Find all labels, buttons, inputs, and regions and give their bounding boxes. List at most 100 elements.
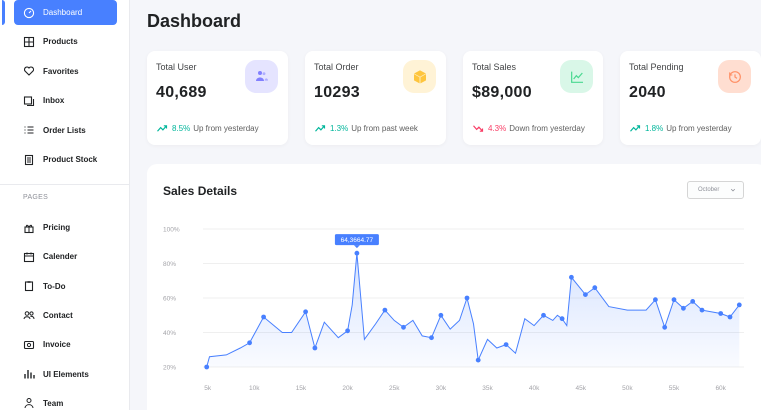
data-point [681,305,686,311]
sidebar-item-dashboard[interactable]: Dashboard [2,0,117,25]
x-tick-label: 5k [204,385,212,392]
page-title: Dashboard [147,11,242,31]
card-trend-text: Up from yesterday [193,124,259,133]
data-point [653,297,658,303]
trend-up-icon [157,125,168,132]
card-value: 2040 [629,84,666,101]
card-trend: 1.8% Up from yesterday [629,124,732,133]
card-title: Total User [156,62,197,72]
history-icon [718,60,751,93]
card-trend-text: Up from yesterday [666,124,732,133]
x-tick-label: 15k [296,385,307,392]
data-point [662,324,668,330]
data-point [475,357,481,363]
sidebar-item-team[interactable]: Team [14,391,117,410]
card-trend: 1.3% Up from past week [314,124,418,133]
ui-elements-icon [23,368,35,380]
sidebar-item-pricing[interactable]: Pricing [14,215,117,240]
sidebar-item-inbox[interactable]: Inbox [14,88,117,113]
data-point [464,295,470,301]
stock-icon [23,154,35,166]
data-point [401,324,406,330]
data-point [559,316,565,322]
y-tick-label: 40% [163,330,176,337]
sidebar-item-order-lists[interactable]: Order Lists [14,118,117,143]
card-trend-text: Down from yesterday [509,124,585,133]
month-select[interactable]: October [687,181,744,199]
chart-line-icon [560,60,593,93]
x-tick-label: 55k [669,385,680,392]
card-title: Total Pending [629,62,684,72]
data-point [727,314,733,320]
card-trend-percent: 1.3% [330,124,349,133]
data-point [438,312,444,318]
gift-icon [23,222,35,234]
x-tick-label: 10k [249,385,260,392]
sidebar-item-favorites[interactable]: Favorites [14,59,117,84]
tooltip-box [334,234,379,246]
month-select-value: October [698,187,720,193]
card-trend: 4.3% Down from yesterday [472,124,585,133]
card-value: $89,000 [472,84,532,101]
chevron-down-icon [730,188,736,192]
sales-chart: 20% 40% 60% 80% 100% 5k 10k 15k 20k 25k 30k 35k 40k 4… [163,227,744,392]
sidebar-item-invoice[interactable]: Invoice [14,332,117,357]
data-point [736,302,742,308]
card-trend: 8.5% Up from yesterday [156,124,259,133]
stat-card-total-pending: Total Pending 2040 1.8% Up from yesterday [620,51,761,145]
data-point [699,307,705,313]
sidebar-item-label: Team [43,398,64,408]
sidebar-item-label: Calender [43,252,78,262]
sidebar-divider [0,184,130,185]
sidebar-item-label: Order Lists [43,125,86,135]
series-area [206,253,740,367]
sidebar-item-to-do[interactable]: To-Do [14,274,117,299]
data-point [382,307,388,313]
card-trend-percent: 8.5% [172,124,191,133]
data-point [583,292,588,297]
sidebar-item-label: Pricing [43,223,71,232]
data-point [354,250,360,256]
card-title: Total Sales [472,62,517,72]
todo-icon [23,280,35,292]
sidebar-item-ui-elements[interactable]: UI Elements [14,362,117,387]
y-tick-label: 80% [163,261,176,268]
x-tick-label: 45k [576,385,587,392]
data-point [429,335,434,341]
x-tick-label: 25k [389,385,400,392]
sales-details-panel: Sales Details October 20% 40% 60% 80% 100% 5k… [147,164,761,410]
sidebar-item-label: Favorites [43,66,79,76]
data-point [261,314,266,320]
card-value: 40,689 [156,84,207,101]
sidebar-item-label: Product Stock [43,155,98,164]
inbox-icon [23,95,35,107]
sidebar-item-label: Invoice [43,340,71,350]
contact-icon [23,309,35,321]
calendar-icon [23,251,35,263]
list-icon [23,124,35,136]
tooltip-label: 64,3664.77 [341,237,374,244]
x-tick-label: 35k [482,385,493,392]
sidebar-item-calender[interactable]: Calender [14,244,117,269]
sidebar-item-label: Products [43,37,78,47]
x-tick-label: 40k [529,385,540,392]
data-point [303,309,308,315]
x-tick-label: 60k [715,385,726,392]
sidebar-item-product-stock[interactable]: Product Stock [14,147,117,172]
trend-up-icon [630,125,641,132]
dashboard-icon [23,7,35,19]
data-point [312,345,318,351]
data-point [204,364,210,370]
sidebar-item-label: Contact [43,310,73,320]
sidebar-item-label: Dashboard [43,8,83,17]
card-trend-percent: 1.8% [645,124,664,133]
sidebar-item-products[interactable]: Products [14,29,117,54]
heart-icon [23,65,35,77]
invoice-icon [23,339,35,351]
x-tick-label: 30k [436,385,447,392]
grid-icon [23,36,35,48]
sidebar-item-contact[interactable]: Contact [14,303,117,328]
card-trend-percent: 4.3% [488,124,507,133]
stat-card-total-order: Total Order 10293 1.3% Up from past week [305,51,446,145]
trend-up-icon [315,125,326,132]
